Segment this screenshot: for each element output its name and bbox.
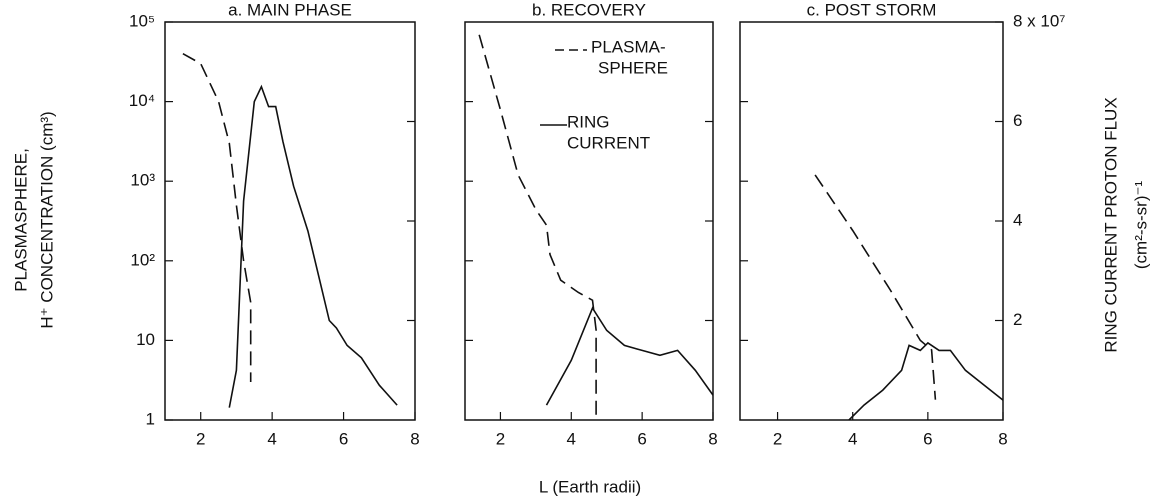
y2-tick-label: 2 (1013, 310, 1022, 329)
x-tick-label: 2 (196, 429, 205, 448)
plot-frame (164, 21, 416, 421)
plot-frame (739, 21, 1004, 421)
x-tick-label: 6 (339, 429, 348, 448)
y2-tick-label: 8 x 10⁷ (1013, 11, 1065, 30)
y-tick-label: 10² (130, 250, 155, 269)
legend-label: CURRENT (567, 133, 650, 152)
x-tick-label: 2 (773, 429, 782, 448)
y-tick-label: 10⁴ (129, 91, 155, 110)
plot-frame (464, 21, 714, 421)
y-tick-label: 1 (146, 409, 155, 428)
series-line (814, 174, 937, 400)
series-line (848, 341, 1004, 421)
series-line (228, 84, 398, 408)
y-axis-label: H⁺ CONCENTRATION (cm³) (37, 111, 56, 328)
x-tick-label: 2 (496, 429, 505, 448)
y2-axis-label: (cm²-s-sr)⁻¹ (1131, 181, 1150, 270)
x-tick-label: 4 (567, 429, 576, 448)
series-line (545, 306, 714, 406)
x-tick-label: 6 (923, 429, 932, 448)
y-tick-label: 10³ (130, 171, 155, 190)
x-axis-label: L (Earth radii) (539, 477, 641, 496)
panel-title: b. RECOVERY (532, 0, 646, 19)
series-line (478, 34, 597, 416)
y2-axis-label: RING CURRENT PROTON FLUX (1101, 97, 1120, 352)
series-line (182, 53, 252, 382)
y-tick-label: 10 (136, 330, 155, 349)
y2-tick-label: 4 (1013, 210, 1022, 229)
panel-title: c. POST STORM (807, 0, 937, 19)
x-tick-label: 4 (848, 429, 857, 448)
legend-label: RING (567, 112, 610, 131)
x-tick-label: 8 (998, 429, 1007, 448)
y-tick-label: 10⁵ (129, 11, 155, 30)
x-tick-label: 8 (708, 429, 717, 448)
y-axis-label: PLASMASPHERE, (11, 148, 30, 292)
legend-label: SPHERE (598, 58, 668, 77)
x-tick-label: 8 (410, 429, 419, 448)
x-tick-label: 4 (267, 429, 276, 448)
y2-tick-label: 6 (1013, 111, 1022, 130)
x-tick-label: 6 (637, 429, 646, 448)
legend-label: PLASMA- (591, 37, 666, 56)
panel-title: a. MAIN PHASE (228, 0, 352, 19)
